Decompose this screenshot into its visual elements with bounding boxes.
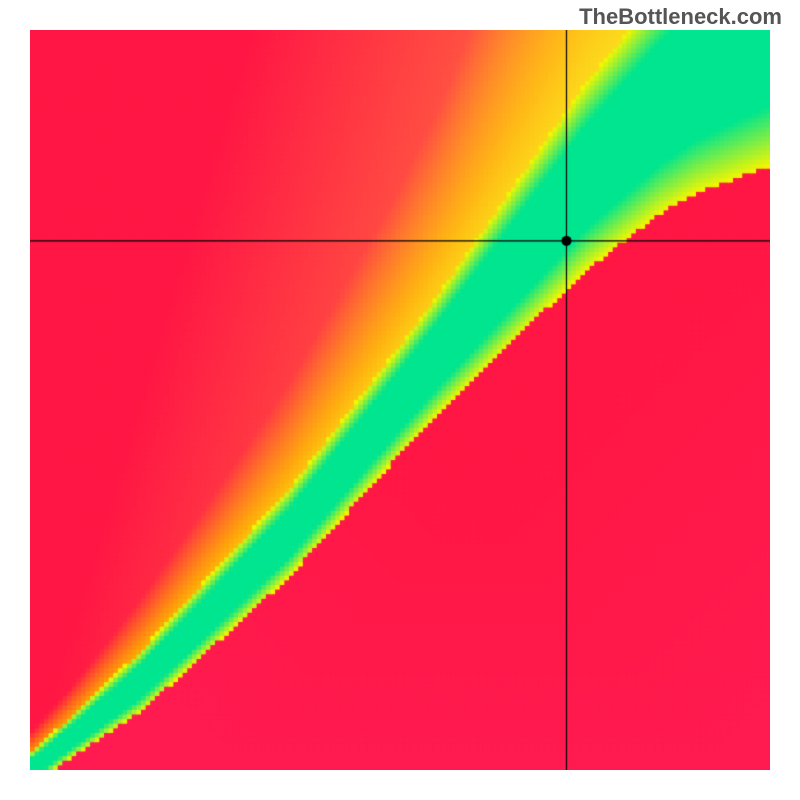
chart-container: { "watermark": "TheBottleneck.com", "cha… <box>0 0 800 800</box>
bottleneck-heatmap <box>30 30 770 770</box>
watermark-text: TheBottleneck.com <box>579 4 782 30</box>
